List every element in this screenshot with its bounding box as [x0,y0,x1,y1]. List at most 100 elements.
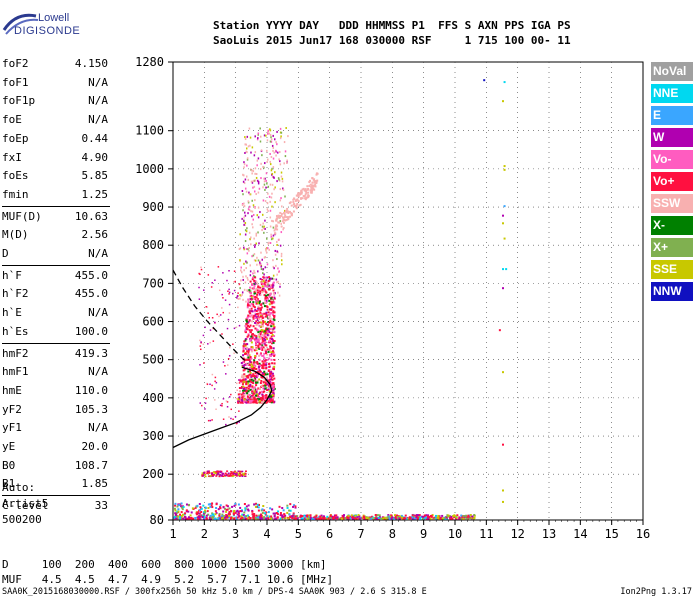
echo-point [279,220,282,223]
echo-point [262,346,265,349]
echo-point [268,321,271,324]
echo-point [233,472,236,475]
y-tick-label: 80 [150,513,164,527]
echo-point [257,132,260,135]
echo-point [222,361,225,363]
echo-point [214,399,216,401]
echo-point [271,144,274,147]
echo-point [266,337,269,340]
echo-point [270,346,273,349]
echo-point [256,339,259,342]
echo-point [319,517,322,520]
echo-point [283,209,286,212]
echo-point [314,183,317,186]
echo-point [205,514,208,517]
echo-point [265,329,268,332]
echo-point [390,517,393,520]
echo-point [445,517,448,520]
param-key: fxI [2,150,22,164]
echo-point [309,189,312,192]
echo-point [264,320,267,323]
echo-point [300,514,303,517]
echo-point [238,410,240,412]
echo-point [204,507,207,510]
echo-point [248,310,251,313]
echo-point [211,419,213,421]
echo-point [502,222,504,225]
echo-point [244,324,247,327]
echo-point [257,206,260,209]
echo-point [256,381,259,384]
echo-point [260,364,263,367]
echo-point [242,365,245,368]
echo-point [283,216,286,219]
echo-point [260,397,263,400]
param-key: h`F2 [2,287,29,301]
echo-point [221,402,223,405]
echo-point [182,505,185,508]
echo-point [180,506,183,509]
echo-point [271,387,274,390]
echo-point [411,516,414,519]
echo-point [257,299,259,302]
echo-point [301,515,304,518]
legend-item-xplus: X+ [651,238,693,257]
echo-point [249,383,252,386]
echo-point [271,205,273,208]
echo-point [255,302,258,305]
echo-point [262,320,265,323]
echo-point [250,307,253,310]
echo-point [259,135,262,138]
echo-point [266,160,268,163]
param-key: foF1 [2,75,29,89]
echo-point [234,473,237,475]
echo-point [251,278,254,281]
echo-point [244,222,247,225]
echo-point [224,365,226,367]
echo-point [228,475,231,477]
echo-point [462,517,465,520]
echo-point [262,505,265,508]
echo-point [302,195,305,198]
echo-point [346,517,349,520]
echo-point [279,512,282,515]
echo-point [246,289,248,292]
legend-item-noval: NoVal [651,62,693,81]
echo-point [269,225,272,228]
echo-point [273,335,276,338]
echo-point [258,187,261,190]
echo-point [272,340,275,343]
echo-point [257,270,259,273]
echo-point [255,375,258,378]
echo-point [271,305,274,308]
echo-point [270,233,272,236]
echo-point [257,333,260,336]
param-value: N/A [88,247,108,260]
echo-point [308,514,311,517]
echo-point [280,222,282,225]
echo-point [236,296,238,299]
y-tick-label: 900 [142,200,164,214]
echo-point [280,171,283,174]
echo-point [273,331,276,334]
echo-point [262,361,265,364]
echo-point [268,397,271,400]
echo-point [266,297,269,300]
echo-point [245,175,248,178]
echo-point [264,361,267,364]
echo-point [267,185,270,188]
echo-point [262,199,265,202]
echo-point [430,514,433,517]
echo-point [256,503,259,506]
echo-point [291,515,294,518]
echo-point [270,136,272,139]
echo-point [247,304,250,307]
echo-point [279,199,282,202]
echo-point [272,281,275,284]
echo-point [198,517,201,520]
param-row: MUF(D) 10.63 [2,208,108,227]
echo-point [249,348,252,351]
echo-point [411,517,414,520]
echo-point [245,347,248,350]
echo-point [180,511,183,514]
